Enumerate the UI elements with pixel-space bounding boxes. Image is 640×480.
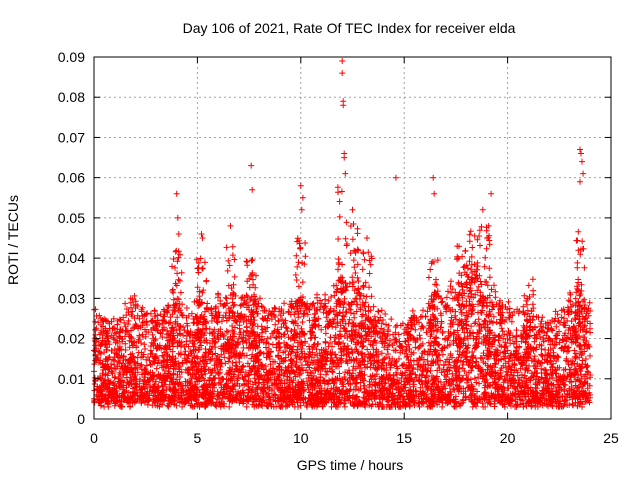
y-tick-label: 0.07 [58,129,85,145]
y-tick-label: 0.08 [58,89,85,105]
x-axis-label: GPS time / hours [297,457,404,473]
plot-frame [93,56,612,420]
y-tick-label: 0.03 [58,290,85,306]
y-tick-label: 0.01 [58,371,85,387]
data-points [91,58,594,410]
y-tick-label: 0.02 [58,331,85,347]
x-tick-label: 25 [603,430,619,446]
x-tick-label: 20 [500,430,516,446]
y-tick-label: 0.09 [58,49,85,65]
x-tick-label: 0 [90,430,98,446]
y-tick-label: 0.06 [58,170,85,186]
scatter-plus-markers [91,58,594,410]
axis-ticks: 0 0.01 0.02 0.03 0.04 0.05 0.06 0.07 0.08 0.09 0 5 1… [58,49,619,446]
x-tick-label: 10 [293,430,309,446]
x-tick-label: 15 [396,430,412,446]
x-tick-label: 5 [194,430,202,446]
y-tick-label: 0.05 [58,210,85,226]
y-tick-label: 0.04 [58,250,85,266]
y-axis-label: ROTI / TECUs [5,195,21,285]
y-tick-label: 0 [77,411,85,427]
chart-title: Day 106 of 2021, Rate Of TEC Index for r… [183,20,516,36]
